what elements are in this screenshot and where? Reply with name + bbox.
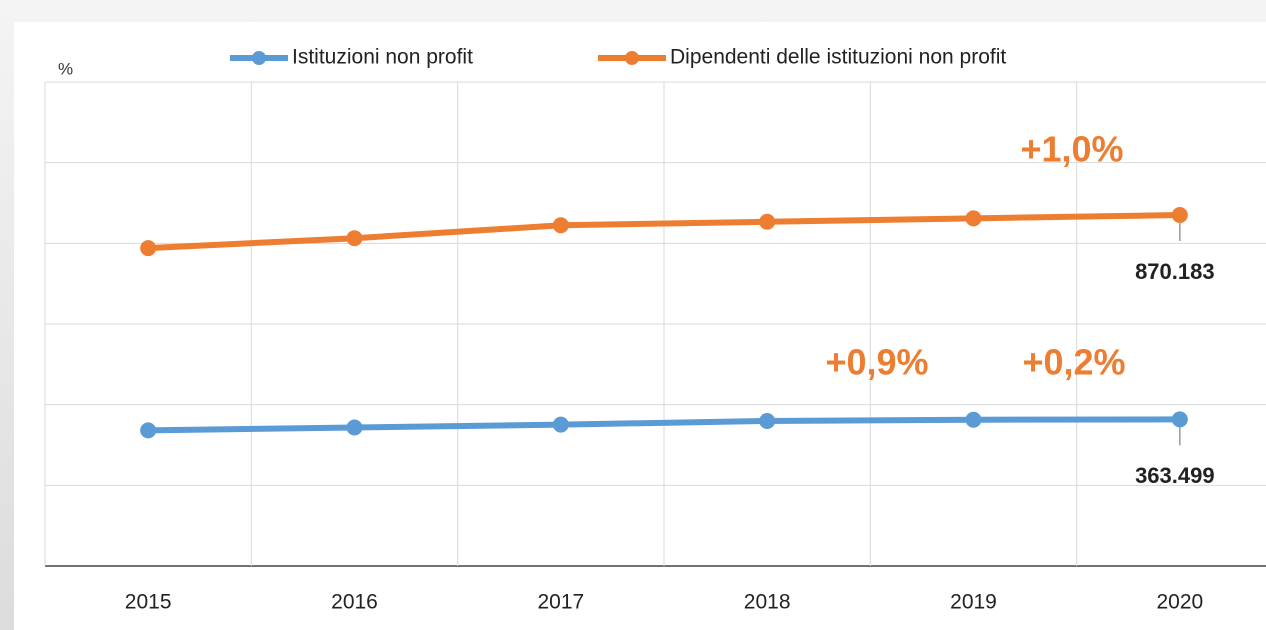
point [552, 217, 569, 234]
data-label: 870.183 [1135, 259, 1215, 284]
x-tick-label: 2015 [125, 591, 172, 614]
annotation: +0,9% [825, 342, 928, 383]
point [140, 422, 157, 439]
legend-label: Dipendenti delle istituzioni non profit [670, 46, 1006, 69]
legend-marker [252, 51, 266, 65]
x-tick-label: 2018 [744, 591, 791, 614]
annotation: +0,2% [1022, 342, 1125, 383]
point [759, 412, 776, 429]
point [965, 210, 982, 227]
y-axis-label: % [58, 59, 73, 78]
x-tick-label: 2017 [537, 591, 584, 614]
point [1171, 207, 1188, 224]
point [346, 419, 363, 436]
panel [14, 22, 1266, 630]
data-label: 363.499 [1135, 463, 1215, 488]
x-tick-label: 2019 [950, 591, 997, 614]
series-line [145, 212, 1183, 252]
point [965, 411, 982, 428]
legend-label: Istituzioni non profit [292, 46, 473, 69]
x-tick-label: 2020 [1156, 591, 1203, 614]
point [1171, 411, 1188, 428]
x-tick-label: 2016 [331, 591, 378, 614]
point [346, 230, 363, 247]
point [140, 240, 157, 257]
point [552, 416, 569, 433]
point [759, 213, 776, 230]
legend-marker [625, 51, 639, 65]
annotation: +1,0% [1020, 129, 1123, 170]
series-line [145, 416, 1183, 434]
